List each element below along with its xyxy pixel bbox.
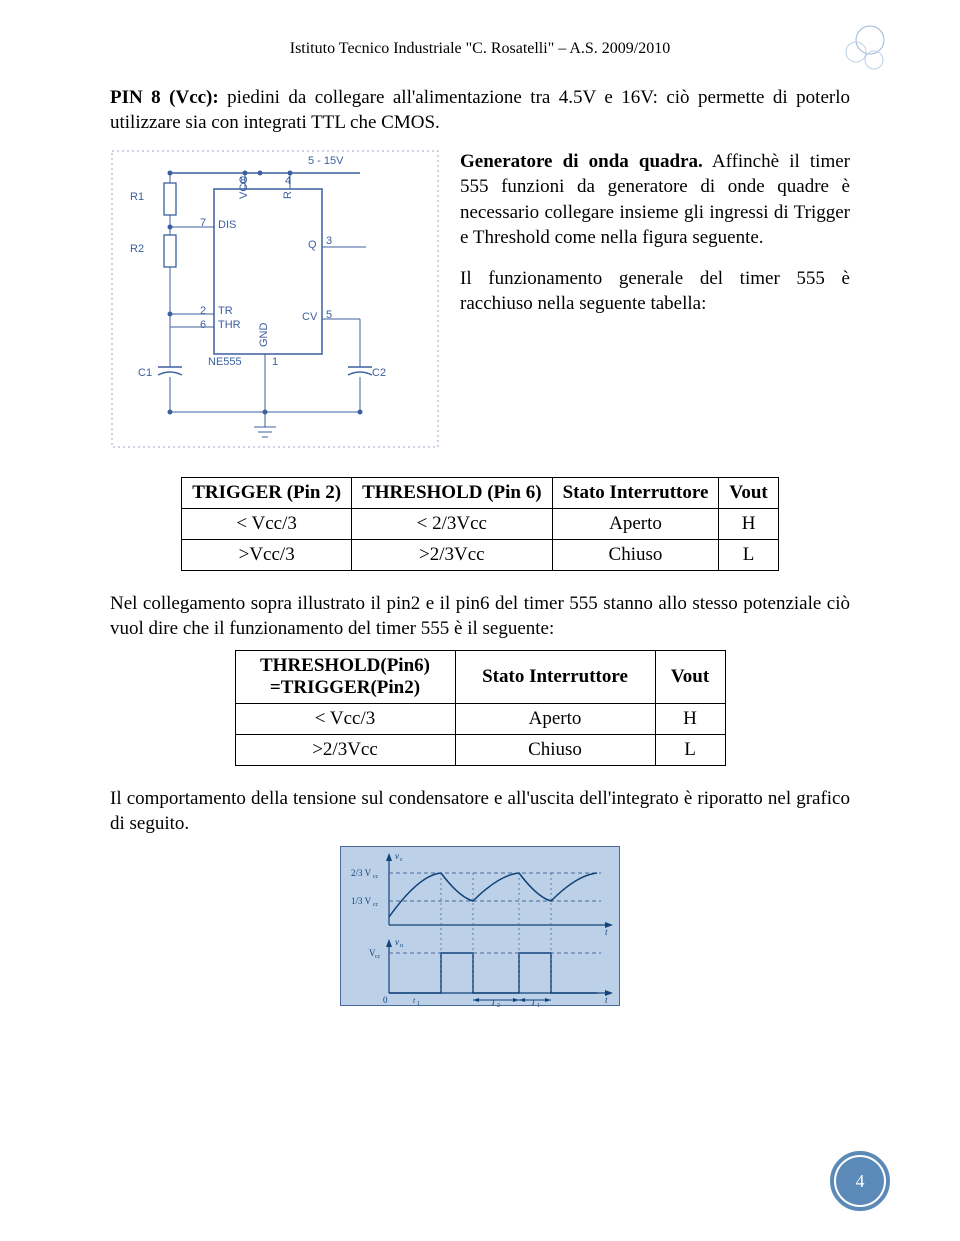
table-row: < Vcc/3 Aperto H — [235, 703, 725, 734]
svg-text:1: 1 — [417, 1001, 420, 1007]
svg-text:v: v — [395, 851, 399, 861]
lbl-pin5: 5 — [326, 309, 332, 321]
circuit-schematic: 5 - 15V R1 R2 C1 C2 7 DIS 8 4 VCC R Q 3 … — [110, 149, 440, 449]
decorative-circles-icon — [834, 22, 890, 78]
lbl-supply: 5 - 15V — [308, 155, 343, 167]
lbl-ne555: NE555 — [208, 356, 242, 368]
table-row: >Vcc/3 >2/3Vcc Chiuso L — [182, 540, 779, 571]
schematic-svg — [110, 149, 440, 449]
paragraph-2: Nel collegamento sopra illustrato il pin… — [110, 591, 850, 641]
t2-c: L — [655, 734, 725, 765]
lbl-q: Q — [308, 239, 317, 251]
t2-c: >2/3Vcc — [235, 734, 455, 765]
lbl-cv: CV — [302, 311, 317, 323]
svg-text:T: T — [491, 998, 496, 1007]
table-trig-thresh: TRIGGER (Pin 2) THRESHOLD (Pin 6) Stato … — [181, 477, 779, 571]
timing-chart: 2/3 Vcc 1/3 Vcc vc t Vcc vu 0 t1 T2 T1 t — [340, 846, 620, 1006]
t2-c: Chiuso — [455, 734, 655, 765]
side-column: Generatore di onda quadra. Affinchè il t… — [460, 149, 850, 331]
page-number-badge: 4 — [830, 1151, 890, 1211]
lbl-r: R — [282, 191, 294, 199]
table-row: < Vcc/3 < 2/3Vcc Aperto H — [182, 509, 779, 540]
lbl-23vcc: 2/3 V — [351, 868, 372, 878]
table-row: >2/3Vcc Chiuso L — [235, 734, 725, 765]
t1-c: < 2/3Vcc — [352, 509, 552, 540]
lbl-c2: C2 — [372, 367, 386, 379]
svg-text:0: 0 — [383, 995, 388, 1005]
t1-h3: Stato Interruttore — [552, 478, 719, 509]
schematic-row: 5 - 15V R1 R2 C1 C2 7 DIS 8 4 VCC R Q 3 … — [110, 149, 850, 449]
lbl-r2: R2 — [130, 243, 144, 255]
intro-rest: piedini da collegare all'alimentazione t… — [110, 87, 850, 133]
svg-text:cc: cc — [373, 902, 379, 908]
t2-h3: Vout — [655, 650, 725, 703]
t2-c: H — [655, 703, 725, 734]
page-header: Istituto Tecnico Industriale "C. Rosatel… — [110, 40, 850, 58]
t2-h2: Stato Interruttore — [455, 650, 655, 703]
t1-c: >2/3Vcc — [352, 540, 552, 571]
lbl-c1: C1 — [138, 367, 152, 379]
t1-c: < Vcc/3 — [182, 509, 352, 540]
svg-text:T: T — [531, 998, 536, 1007]
svg-text:t: t — [605, 995, 608, 1005]
t1-c: >Vcc/3 — [182, 540, 352, 571]
side-p1-bold: Generatore di onda quadra. — [460, 151, 703, 172]
t1-c: L — [719, 540, 778, 571]
lbl-13vcc: 1/3 V — [351, 896, 372, 906]
svg-text:t: t — [413, 996, 416, 1005]
lbl-vcc: VCC — [238, 176, 250, 199]
header-text: Istituto Tecnico Industriale "C. Rosatel… — [290, 40, 671, 57]
lbl-pin6: 6 — [200, 319, 206, 331]
t1-h1: TRIGGER (Pin 2) — [182, 478, 352, 509]
table-combined: THRESHOLD(Pin6) =TRIGGER(Pin2) Stato Int… — [235, 650, 726, 766]
paragraph-3: Il comportamento della tensione sul cond… — [110, 786, 850, 836]
svg-text:c: c — [400, 857, 403, 863]
lbl-dis: DIS — [218, 219, 236, 231]
t1-c: Chiuso — [552, 540, 719, 571]
page-num-value: 4 — [836, 1157, 884, 1205]
t1-c: Aperto — [552, 509, 719, 540]
table-row: TRIGGER (Pin 2) THRESHOLD (Pin 6) Stato … — [182, 478, 779, 509]
side-p2: Il funzionamento generale del timer 555 … — [460, 266, 850, 316]
t2-h1: THRESHOLD(Pin6) =TRIGGER(Pin2) — [235, 650, 455, 703]
t1-h2: THRESHOLD (Pin 6) — [352, 478, 552, 509]
svg-text:t: t — [605, 927, 608, 937]
side-p1: Generatore di onda quadra. Affinchè il t… — [460, 149, 850, 249]
timing-chart-wrap: 2/3 Vcc 1/3 Vcc vc t Vcc vu 0 t1 T2 T1 t — [110, 846, 850, 1012]
lbl-pin4: 4 — [285, 175, 291, 187]
svg-text:cc: cc — [375, 954, 381, 960]
lbl-pin2: 2 — [200, 305, 206, 317]
t1-c: H — [719, 509, 778, 540]
lbl-thr: THR — [218, 319, 241, 331]
t2-c: < Vcc/3 — [235, 703, 455, 734]
svg-text:cc: cc — [373, 874, 379, 880]
intro-paragraph: PIN 8 (Vcc): piedini da collegare all'al… — [110, 86, 850, 135]
lbl-gnd: GND — [258, 323, 270, 347]
lbl-r1: R1 — [130, 191, 144, 203]
lbl-tr: TR — [218, 305, 233, 317]
lbl-pin3: 3 — [326, 235, 332, 247]
svg-text:u: u — [400, 943, 403, 949]
lbl-pin1: 1 — [272, 356, 278, 368]
lbl-pin7: 7 — [200, 217, 206, 229]
intro-bold: PIN 8 (Vcc): — [110, 87, 219, 108]
svg-text:2: 2 — [497, 1003, 500, 1007]
svg-text:v: v — [395, 937, 399, 947]
t2-c: Aperto — [455, 703, 655, 734]
svg-text:1: 1 — [537, 1003, 540, 1007]
chart-svg: 2/3 Vcc 1/3 Vcc vc t Vcc vu 0 t1 T2 T1 t — [341, 847, 621, 1007]
table-row: THRESHOLD(Pin6) =TRIGGER(Pin2) Stato Int… — [235, 650, 725, 703]
t1-h4: Vout — [719, 478, 778, 509]
